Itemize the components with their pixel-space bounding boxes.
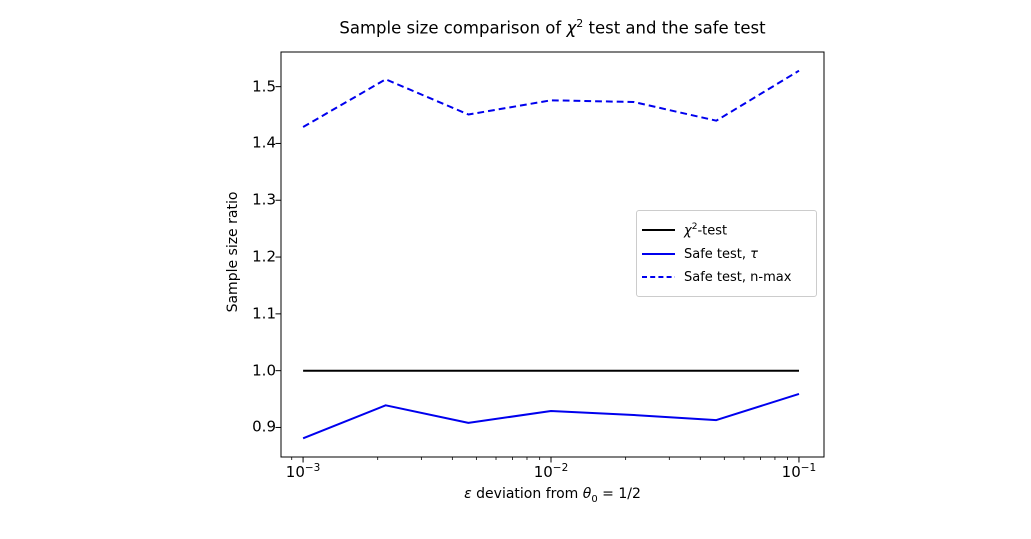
series-line-safe-test-n-max xyxy=(302,69,800,128)
x-tick-label: 10−1 xyxy=(781,462,817,481)
legend-line-sample-dashed-blue xyxy=(642,276,675,279)
y-tick-label: 1.0 xyxy=(252,361,276,380)
x-axis-label: ε deviation from θ0 = 1/2 xyxy=(281,486,824,505)
series-line-safe-test-tau xyxy=(302,392,800,440)
legend-entry-safe-test-n-max: Safe test, n-max xyxy=(642,270,811,285)
chart-title: Sample size comparison of χ2 test and th… xyxy=(281,17,824,38)
xlabel-text-mid: deviation from xyxy=(471,486,583,502)
legend-label: χ2-test xyxy=(684,222,728,239)
xlabel-text-post: = 1/2 xyxy=(597,486,641,502)
y-tick-label: 1.4 xyxy=(252,133,276,152)
x-tick-label: 10−2 xyxy=(533,462,569,481)
title-text-pre: Sample size comparison of xyxy=(339,18,567,38)
y-tick-label: 1.1 xyxy=(252,304,276,323)
chi-exponent: 2 xyxy=(691,222,698,233)
legend-box: χ2-test Safe test, τ Safe test, n-max xyxy=(636,210,817,297)
y-tick-label: 1.2 xyxy=(252,247,276,266)
legend-label: Safe test, τ xyxy=(684,246,758,262)
legend-line-sample-solid-black xyxy=(642,229,675,232)
y-tick-label: 1.3 xyxy=(252,190,276,209)
epsilon-symbol: ε xyxy=(464,486,472,502)
y-axis-label: Sample size ratio xyxy=(225,191,241,313)
chi-symbol: χ xyxy=(684,223,692,239)
chi-exponent: 2 xyxy=(576,17,584,30)
plot-spines xyxy=(280,51,825,458)
legend-entry-chi2-test: χ2-test xyxy=(642,222,811,238)
tau-symbol: τ xyxy=(750,246,758,262)
theta-subscript: 0 xyxy=(591,493,598,505)
legend-label: Safe test, n-max xyxy=(684,269,792,285)
theta-symbol: θ xyxy=(582,486,592,502)
legend-line-sample-solid-blue xyxy=(642,253,675,256)
y-tick-label: 1.5 xyxy=(252,77,276,96)
legend-entry-safe-test-tau: Safe test, τ xyxy=(642,247,811,262)
title-text-post: test and the safe test xyxy=(583,18,766,38)
chi-symbol: χ xyxy=(566,18,577,38)
x-tick-label: 10−3 xyxy=(285,462,321,481)
y-tick-label: 0.9 xyxy=(252,417,276,436)
